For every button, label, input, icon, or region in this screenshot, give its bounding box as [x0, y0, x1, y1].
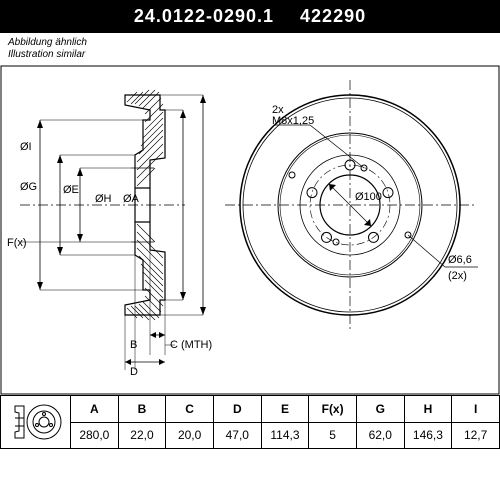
col-a: A: [71, 396, 119, 423]
label-center-dia: Ø100: [355, 191, 382, 203]
label-og: ØG: [20, 181, 37, 193]
label-d: D: [130, 366, 138, 378]
label-oh: ØH: [95, 193, 112, 205]
val-a: 280,0: [71, 422, 119, 449]
val-e: 114,3: [261, 422, 309, 449]
subtitle: Abbildung ähnlich Illustration similar: [0, 33, 500, 65]
table-header-row: A B C D E F(x) G H I: [1, 396, 500, 423]
label-oe: ØE: [63, 184, 79, 196]
part-number-1: 24.0122-0290.1: [134, 6, 274, 26]
label-c: C (MTH): [170, 339, 212, 351]
table-value-row: 280,0 22,0 20,0 47,0 114,3 5 62,0 146,3 …: [1, 422, 500, 449]
dimension-table: A B C D E F(x) G H I 280,0 22,0 20,0 47,…: [0, 395, 500, 449]
header-bar: 24.0122-0290.1 422290: [0, 0, 500, 33]
col-h: H: [404, 396, 452, 423]
label-oi: ØI: [20, 141, 32, 153]
part-number-2: 422290: [300, 6, 366, 26]
col-f: F(x): [309, 396, 357, 423]
rotor-icon-cell: [1, 396, 71, 449]
col-d: D: [213, 396, 261, 423]
label-b: B: [130, 339, 137, 351]
technical-drawing: ØI ØG ØE ØH: [0, 65, 500, 395]
val-b: 22,0: [118, 422, 166, 449]
label-fx: F(x): [7, 237, 27, 249]
val-d: 47,0: [213, 422, 261, 449]
label-hole-l2: (2x): [448, 270, 467, 282]
col-c: C: [166, 396, 214, 423]
subtitle-en: Illustration similar: [8, 49, 492, 61]
label-bolt-l2: M8x1,25: [272, 115, 314, 127]
val-h: 146,3: [404, 422, 452, 449]
col-i: I: [452, 396, 500, 423]
col-e: E: [261, 396, 309, 423]
val-f: 5: [309, 422, 357, 449]
subtitle-de: Abbildung ähnlich: [8, 37, 492, 49]
label-oa: ØA: [123, 193, 140, 205]
label-hole-l1: Ø6,6: [448, 254, 472, 266]
val-c: 20,0: [166, 422, 214, 449]
col-g: G: [356, 396, 404, 423]
val-i: 12,7: [452, 422, 500, 449]
col-b: B: [118, 396, 166, 423]
val-g: 62,0: [356, 422, 404, 449]
rotor-icon: [10, 400, 62, 444]
